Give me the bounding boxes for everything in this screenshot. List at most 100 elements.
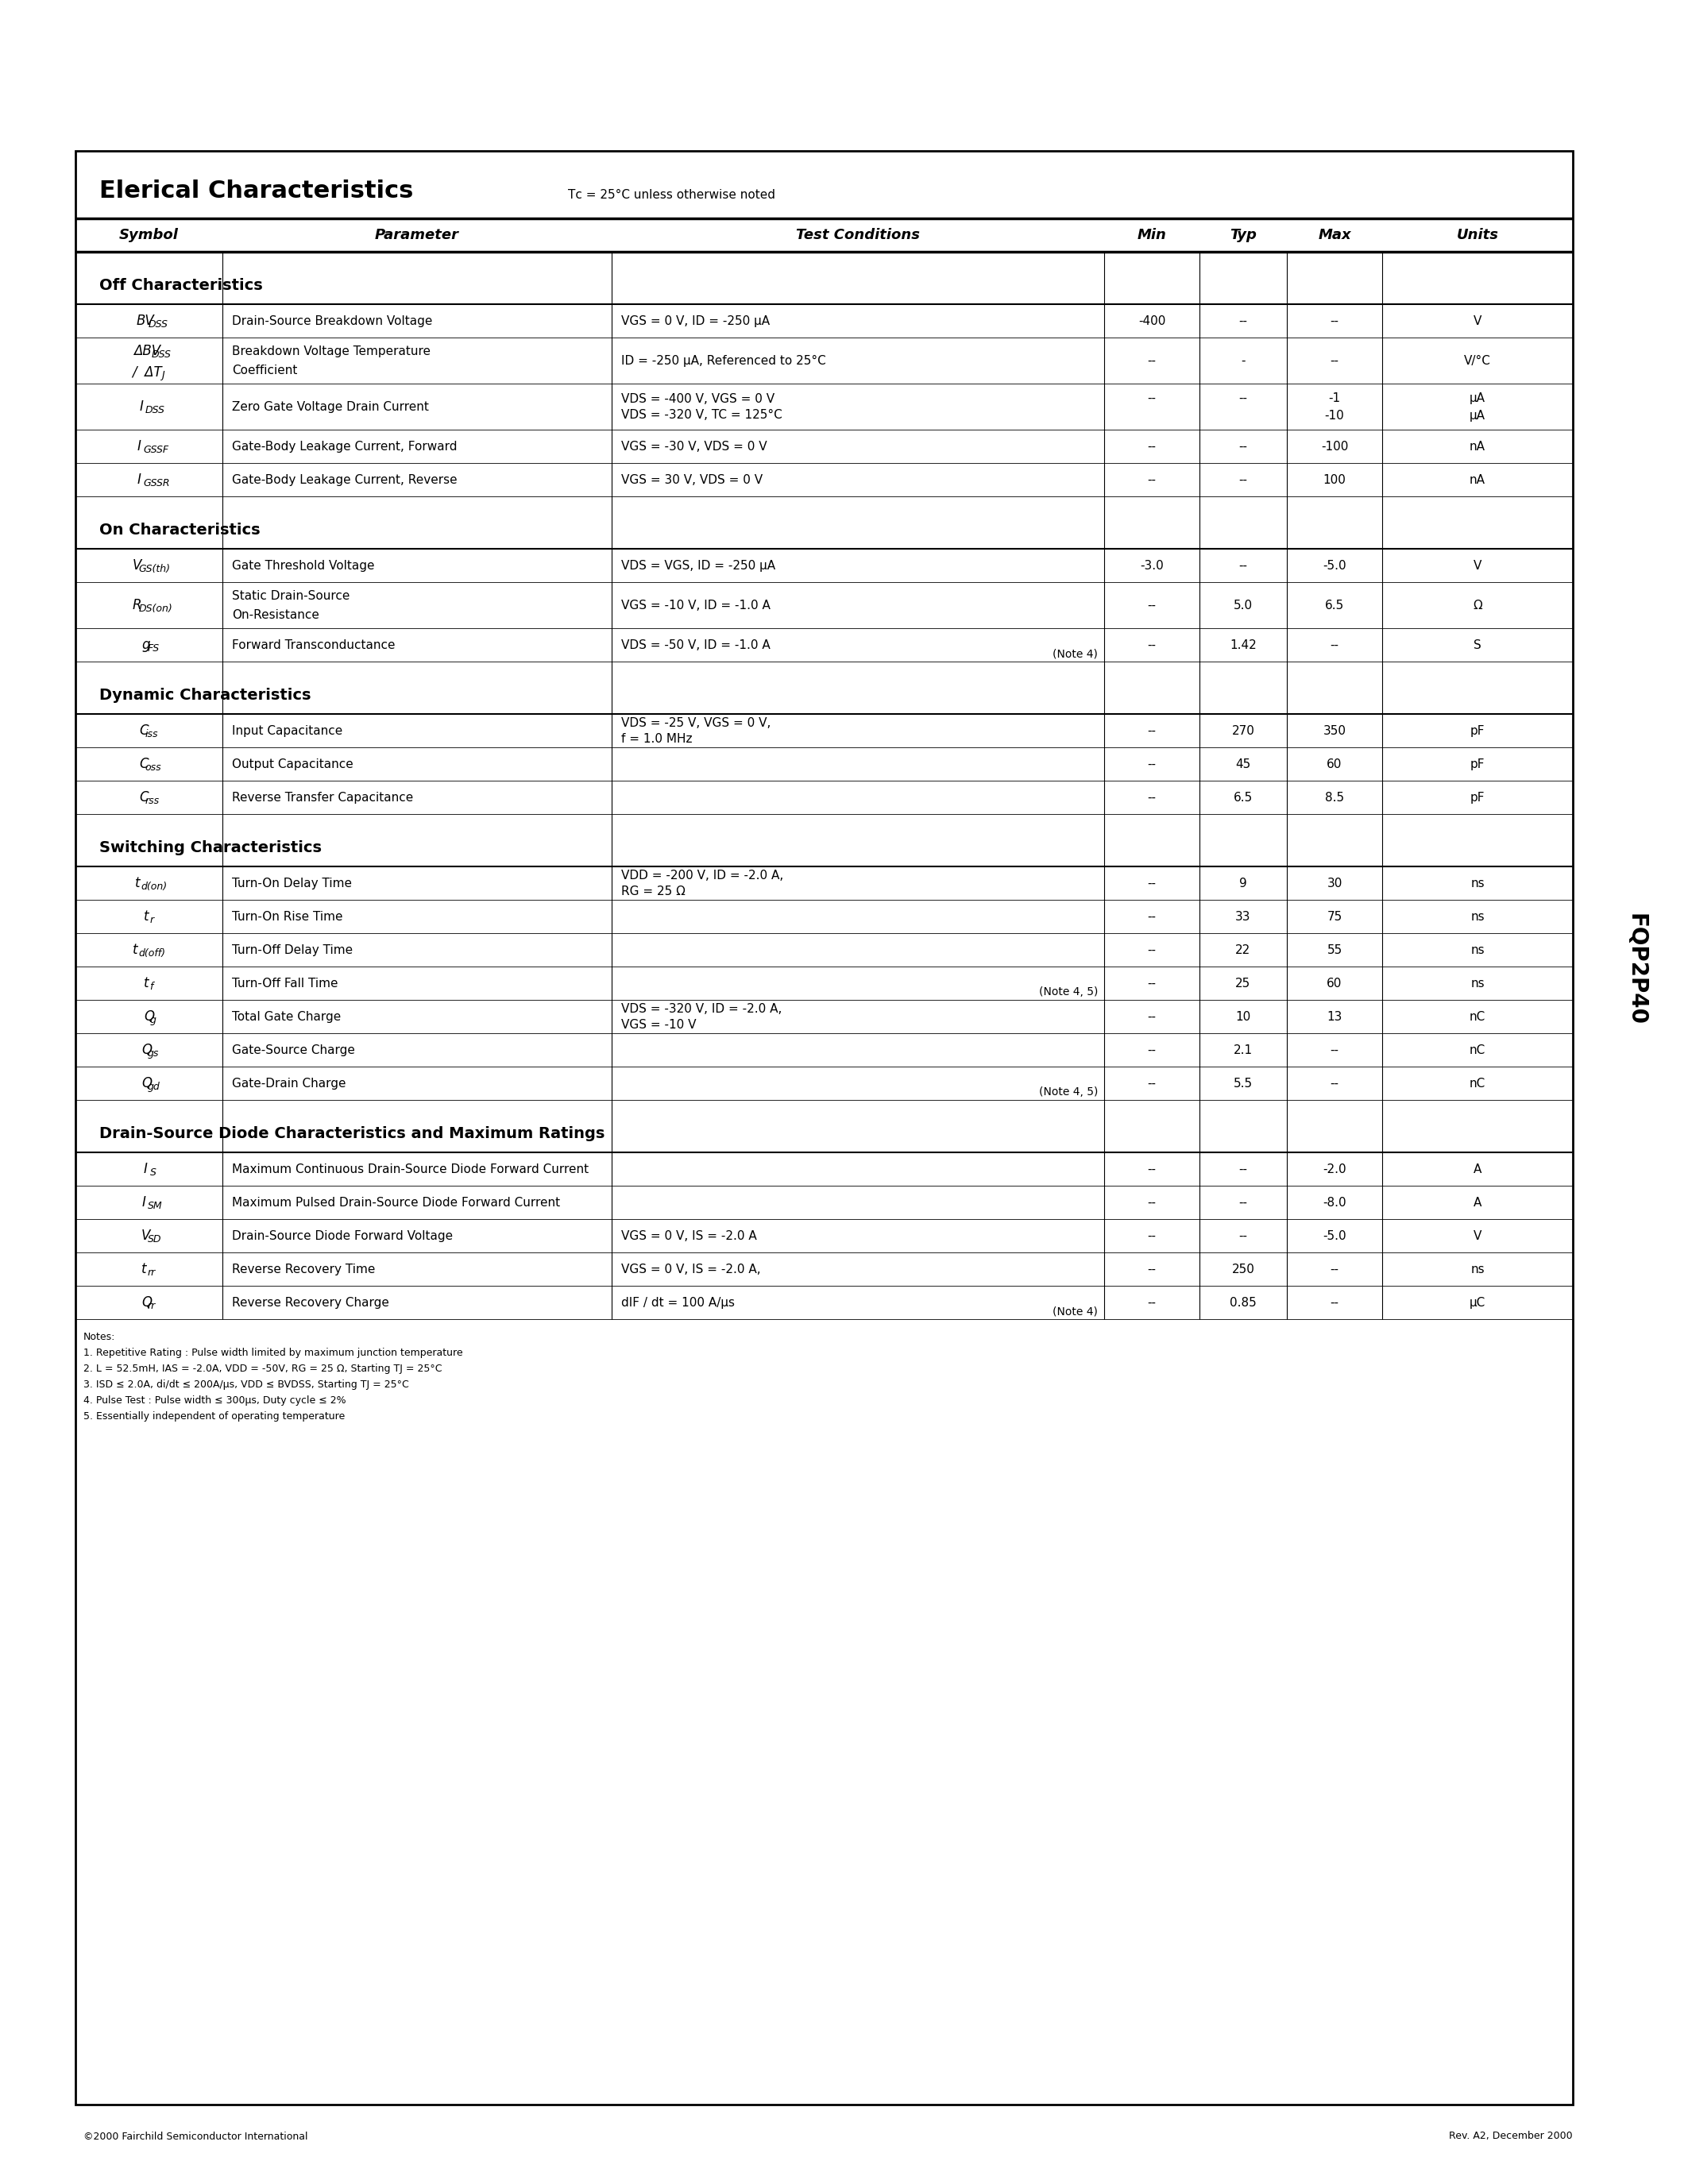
Text: --: -- (1148, 1230, 1156, 1243)
Text: pF: pF (1470, 791, 1485, 804)
Text: Q: Q (143, 1009, 154, 1024)
Text: -3.0: -3.0 (1139, 559, 1163, 572)
Text: -8.0: -8.0 (1323, 1197, 1347, 1208)
Text: 270: 270 (1232, 725, 1254, 736)
Text: oss: oss (145, 762, 162, 773)
Text: t: t (135, 876, 140, 891)
Text: On Characteristics: On Characteristics (100, 522, 260, 537)
Text: --: -- (1148, 1044, 1156, 1055)
Text: --: -- (1239, 1197, 1247, 1208)
Text: 60: 60 (1327, 976, 1342, 989)
Text: I: I (140, 400, 143, 413)
Text: Q: Q (142, 1077, 152, 1090)
Text: C: C (140, 723, 149, 738)
Text: Reverse Transfer Capacitance: Reverse Transfer Capacitance (231, 791, 414, 804)
Text: --: -- (1239, 474, 1247, 485)
Text: t: t (142, 1262, 147, 1275)
Text: 10: 10 (1236, 1011, 1251, 1022)
Text: Zero Gate Voltage Drain Current: Zero Gate Voltage Drain Current (231, 400, 429, 413)
Text: --: -- (1239, 391, 1247, 404)
Text: 45: 45 (1236, 758, 1251, 771)
Text: --: -- (1330, 1044, 1339, 1055)
Text: SM: SM (147, 1201, 162, 1210)
Text: --: -- (1148, 943, 1156, 957)
Text: --: -- (1148, 976, 1156, 989)
Text: 100: 100 (1323, 474, 1345, 485)
Text: DSS: DSS (152, 349, 170, 360)
Text: rss: rss (145, 795, 160, 806)
Text: f = 1.0 MHz: f = 1.0 MHz (621, 732, 692, 745)
Text: 30: 30 (1327, 878, 1342, 889)
Text: Ω: Ω (1474, 598, 1482, 612)
Text: 6.5: 6.5 (1325, 598, 1344, 612)
Text: Rev. A2, December 2000: Rev. A2, December 2000 (1450, 2132, 1573, 2143)
Text: V: V (1474, 559, 1482, 572)
Text: I: I (142, 1195, 145, 1210)
Text: Total Gate Charge: Total Gate Charge (231, 1011, 341, 1022)
Text: Turn-On Rise Time: Turn-On Rise Time (231, 911, 343, 922)
Text: rr: rr (147, 1267, 155, 1278)
Text: --: -- (1148, 1297, 1156, 1308)
Text: pF: pF (1470, 758, 1485, 771)
Text: BV: BV (137, 314, 155, 328)
Text: I: I (137, 472, 142, 487)
Text: -5.0: -5.0 (1323, 1230, 1347, 1243)
Text: S: S (1474, 640, 1482, 651)
Text: 13: 13 (1327, 1011, 1342, 1022)
Text: f: f (150, 981, 154, 992)
Text: -5.0: -5.0 (1323, 559, 1347, 572)
Text: Gate-Body Leakage Current, Forward: Gate-Body Leakage Current, Forward (231, 441, 457, 452)
Text: Max: Max (1318, 227, 1350, 242)
Text: Drain-Source Diode Forward Voltage: Drain-Source Diode Forward Voltage (231, 1230, 452, 1243)
Text: 8.5: 8.5 (1325, 791, 1344, 804)
Text: VGS = 0 V, ID = -250 μA: VGS = 0 V, ID = -250 μA (621, 314, 770, 328)
Text: Elerical Characteristics: Elerical Characteristics (100, 179, 414, 203)
Text: -10: -10 (1325, 408, 1344, 422)
Text: Breakdown Voltage Temperature: Breakdown Voltage Temperature (231, 345, 430, 356)
Text: DS(on): DS(on) (138, 603, 172, 614)
Text: (Note 4): (Note 4) (1053, 1306, 1097, 1317)
Text: Drain-Source Breakdown Voltage: Drain-Source Breakdown Voltage (231, 314, 432, 328)
Text: VDS = -400 V, VGS = 0 V: VDS = -400 V, VGS = 0 V (621, 393, 775, 404)
Text: Static Drain-Source: Static Drain-Source (231, 590, 349, 601)
Text: (Note 4): (Note 4) (1053, 649, 1097, 660)
Text: 4. Pulse Test : Pulse width ≤ 300μs, Duty cycle ≤ 2%: 4. Pulse Test : Pulse width ≤ 300μs, Dut… (83, 1396, 346, 1404)
Text: rr: rr (147, 1302, 155, 1310)
Text: 1. Repetitive Rating : Pulse width limited by maximum junction temperature: 1. Repetitive Rating : Pulse width limit… (83, 1348, 463, 1358)
Text: VGS = 30 V, VDS = 0 V: VGS = 30 V, VDS = 0 V (621, 474, 763, 485)
Text: dIF / dt = 100 A/μs: dIF / dt = 100 A/μs (621, 1297, 734, 1308)
Text: VGS = -30 V, VDS = 0 V: VGS = -30 V, VDS = 0 V (621, 441, 766, 452)
Text: Q: Q (142, 1295, 152, 1310)
Text: --: -- (1148, 1197, 1156, 1208)
Text: μA: μA (1470, 408, 1485, 422)
Text: pF: pF (1470, 725, 1485, 736)
Text: g: g (142, 638, 150, 653)
Text: -2.0: -2.0 (1323, 1164, 1347, 1175)
Text: Coefficient: Coefficient (231, 365, 297, 376)
Text: Forward Transconductance: Forward Transconductance (231, 640, 395, 651)
Text: VDS = -320 V, ID = -2.0 A,: VDS = -320 V, ID = -2.0 A, (621, 1002, 782, 1016)
Text: --: -- (1148, 1262, 1156, 1275)
Text: I: I (137, 439, 142, 454)
Text: Reverse Recovery Time: Reverse Recovery Time (231, 1262, 375, 1275)
Text: 25: 25 (1236, 976, 1251, 989)
Text: 55: 55 (1327, 943, 1342, 957)
Text: --: -- (1148, 911, 1156, 922)
Bar (76, 151, 1573, 2105)
Text: Typ: Typ (1229, 227, 1256, 242)
Text: Off Characteristics: Off Characteristics (100, 277, 263, 293)
Text: t: t (143, 976, 149, 989)
Text: VDS = -320 V, TC = 125°C: VDS = -320 V, TC = 125°C (621, 408, 782, 422)
Text: --: -- (1239, 1164, 1247, 1175)
Text: --: -- (1239, 559, 1247, 572)
Text: Turn-On Delay Time: Turn-On Delay Time (231, 878, 351, 889)
Text: ΔBV: ΔBV (133, 343, 160, 358)
Text: V: V (1474, 1230, 1482, 1243)
Text: DSS: DSS (149, 319, 169, 330)
Text: nA: nA (1470, 474, 1485, 485)
Text: 22: 22 (1236, 943, 1251, 957)
Text: /  ΔT: / ΔT (132, 365, 162, 378)
Text: FQP2P40: FQP2P40 (1626, 913, 1647, 1024)
Text: 3. ISD ≤ 2.0A, di/dt ≤ 200A/μs, VDD ≤ BVDSS, Starting TJ = 25°C: 3. ISD ≤ 2.0A, di/dt ≤ 200A/μs, VDD ≤ BV… (83, 1378, 408, 1389)
Text: A: A (1474, 1197, 1482, 1208)
